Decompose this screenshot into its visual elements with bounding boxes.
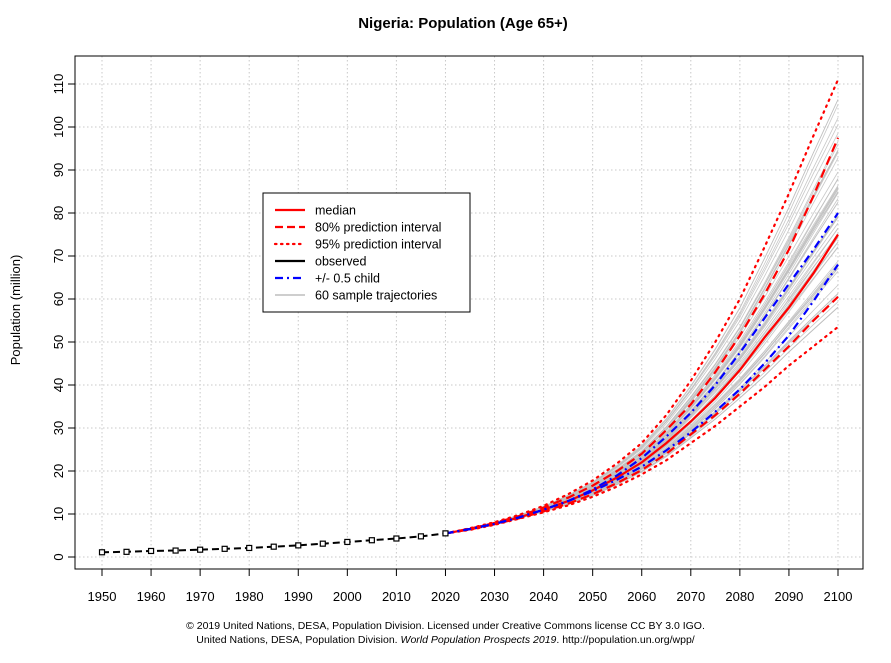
- x-tick-label-1990: 1990: [284, 589, 313, 604]
- x-tick-label-2100: 2100: [824, 589, 853, 604]
- x-tick-label-1950: 1950: [88, 589, 117, 604]
- footer-citation-prefix: United Nations, DESA, Population Divisio…: [196, 634, 401, 646]
- observed-point-2015: [417, 533, 425, 540]
- observed-point-1970: [197, 546, 204, 553]
- x-tick-label-1970: 1970: [186, 589, 215, 604]
- legend-label-3: 95% prediction interval: [315, 238, 441, 252]
- y-axis-label: Population (million): [8, 255, 23, 366]
- observed-point-1960: [147, 547, 155, 555]
- x-tick-label-2040: 2040: [529, 589, 558, 604]
- observed-point-2010: [393, 535, 400, 542]
- y-tick-label-80: 80: [51, 206, 66, 220]
- sample-trajectory-57: [445, 295, 839, 534]
- y-tick-label-100: 100: [51, 116, 66, 138]
- sample-trajectory-4: [445, 270, 839, 534]
- observed-point-1980: [246, 544, 253, 552]
- y-tick-label-20: 20: [51, 464, 66, 478]
- y-tick-label-70: 70: [51, 249, 66, 263]
- x-tick-label-2070: 2070: [676, 589, 705, 604]
- y-tick-label-50: 50: [51, 335, 66, 349]
- footer-citation-title: World Population Prospects 2019: [400, 634, 557, 646]
- observed-point-1975: [221, 545, 228, 552]
- x-tick-label-1960: 1960: [137, 589, 166, 604]
- chart-title: Nigeria: Population (Age 65+): [358, 15, 568, 32]
- x-tick-label-2000: 2000: [333, 589, 362, 604]
- legend-label-1: median: [315, 204, 356, 218]
- legend-label-6: 60 sample trajectories: [315, 289, 437, 303]
- population-chart: Nigeria: Population (Age 65+) Population…: [8, 15, 864, 604]
- footer-citation-suffix: . http://population.un.org/wpp/: [556, 634, 695, 646]
- half-child-upper-line: [445, 212, 839, 535]
- sample-trajectory-32: [445, 216, 839, 534]
- y-tick-label-60: 60: [51, 292, 66, 306]
- x-tick-label-2010: 2010: [382, 589, 411, 604]
- x-tick-label-2050: 2050: [578, 589, 607, 604]
- footer-copyright: © 2019 United Nations, DESA, Population …: [186, 620, 705, 632]
- footer-citation: United Nations, DESA, Population Divisio…: [0, 633, 891, 647]
- pi80-upper-line: [445, 137, 840, 535]
- y-tick-label-10: 10: [51, 507, 66, 521]
- x-axis: 1950 1960 1970 1980 1990 2000 2010 2020 2030 2040…: [88, 569, 853, 604]
- legend-label-4: observed: [315, 255, 366, 269]
- x-tick-label-2080: 2080: [725, 589, 754, 604]
- legend-label-5: +/- 0.5 child: [315, 272, 380, 286]
- x-tick-label-2090: 2090: [774, 589, 803, 604]
- observed-point-2000: [344, 538, 351, 546]
- x-tick-label-2030: 2030: [480, 589, 509, 604]
- x-tick-label-2060: 2060: [627, 589, 656, 604]
- y-tick-label-110: 110: [51, 74, 66, 95]
- legend-box: [262, 192, 471, 313]
- pi95-lower-line: [444, 325, 840, 535]
- observed-point-1990: [295, 542, 302, 549]
- observed-point-2005: [368, 537, 375, 544]
- observed-point-1985: [270, 543, 277, 550]
- observed-point-2020: [442, 530, 449, 537]
- observed-point-1955: [123, 548, 130, 555]
- series-lines: [98, 78, 840, 556]
- pi95-upper-line: [444, 78, 840, 535]
- y-axis: 0 10 20 30 40 50 60 70 80 90 100 110: [51, 74, 75, 561]
- observed-point-1965: [172, 547, 179, 554]
- observed-point-1995: [319, 540, 326, 547]
- sample-trajectory-24: [445, 222, 839, 534]
- x-tick-label-1980: 1980: [235, 589, 264, 604]
- sample-trajectory-7: [445, 192, 839, 534]
- y-tick-label-40: 40: [51, 378, 66, 392]
- sample-trajectory-1: [445, 201, 839, 534]
- x-tick-label-2020: 2020: [431, 589, 460, 604]
- plot-frame: [74, 55, 864, 570]
- y-tick-label-90: 90: [51, 163, 66, 177]
- legend: median 80% prediction interval 95% predict…: [262, 192, 471, 313]
- observed-point-1950: [98, 549, 106, 556]
- y-tick-label-0: 0: [51, 553, 66, 560]
- legend-label-2: 80% prediction interval: [315, 221, 441, 235]
- y-tick-label-30: 30: [51, 421, 66, 435]
